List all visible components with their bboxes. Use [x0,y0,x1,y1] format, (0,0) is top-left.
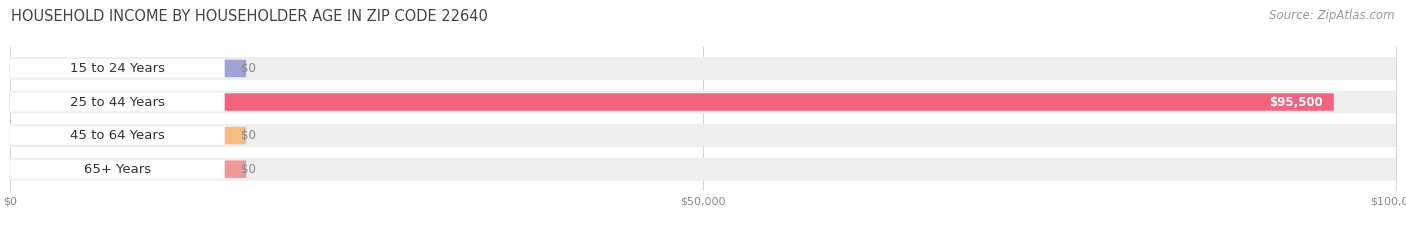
Text: Source: ZipAtlas.com: Source: ZipAtlas.com [1270,9,1395,22]
Text: $0: $0 [242,163,256,176]
FancyBboxPatch shape [10,127,246,144]
Text: 65+ Years: 65+ Years [84,163,150,176]
FancyBboxPatch shape [10,59,225,78]
FancyBboxPatch shape [10,126,225,145]
Text: 45 to 64 Years: 45 to 64 Years [70,129,165,142]
FancyBboxPatch shape [10,161,246,178]
FancyBboxPatch shape [10,158,1396,181]
FancyBboxPatch shape [10,124,1396,147]
Text: $95,500: $95,500 [1270,96,1323,109]
FancyBboxPatch shape [10,160,225,178]
FancyBboxPatch shape [10,57,1396,80]
Text: HOUSEHOLD INCOME BY HOUSEHOLDER AGE IN ZIP CODE 22640: HOUSEHOLD INCOME BY HOUSEHOLDER AGE IN Z… [11,9,488,24]
Text: $0: $0 [242,129,256,142]
Text: 15 to 24 Years: 15 to 24 Years [70,62,165,75]
FancyBboxPatch shape [10,60,246,77]
Text: 25 to 44 Years: 25 to 44 Years [70,96,165,109]
FancyBboxPatch shape [10,91,1396,113]
FancyBboxPatch shape [10,93,225,111]
FancyBboxPatch shape [10,93,1334,111]
Text: $0: $0 [242,62,256,75]
